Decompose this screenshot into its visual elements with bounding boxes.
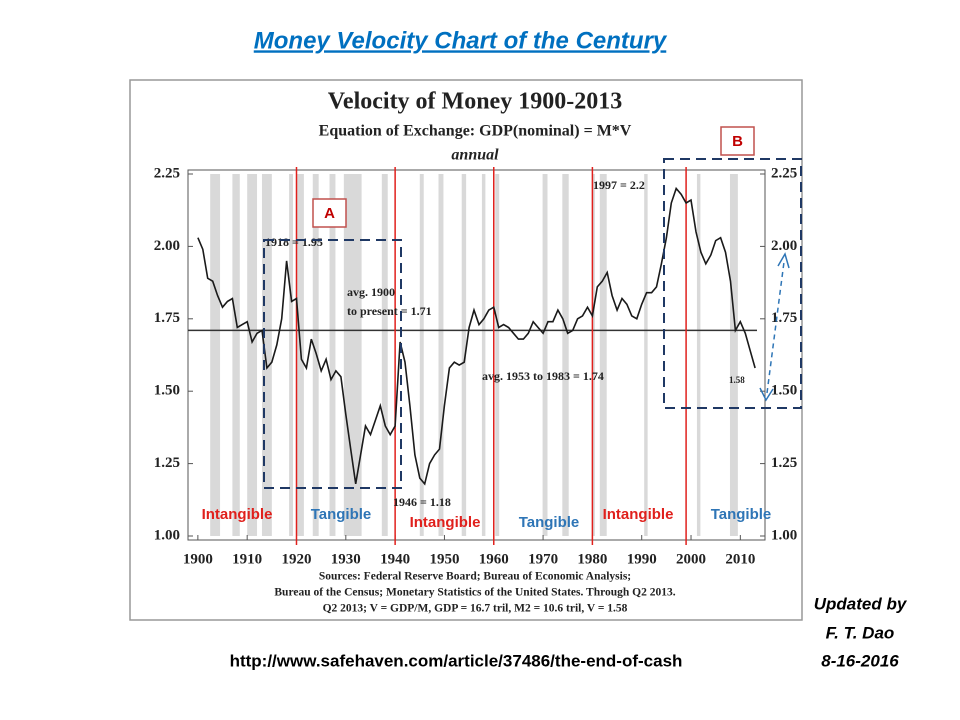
y-tick-label: 1.25: [154, 455, 180, 471]
shaded-period: [296, 174, 304, 536]
annotation: 1.58: [729, 375, 745, 385]
velocity-line: [197, 186, 756, 486]
annotation: to present = 1.71: [347, 304, 432, 318]
shaded-period: [461, 174, 467, 536]
slide-title: Money Velocity Chart of the Century: [254, 27, 668, 54]
x-tick-label: 1910: [232, 551, 262, 567]
annotation: 1946 = 1.18: [393, 495, 451, 509]
x-tick-label: 1960: [479, 551, 509, 567]
arrow-head: [777, 252, 790, 269]
shaded-period: [438, 174, 444, 536]
shaded-period: [592, 174, 595, 536]
x-tick-label: 1980: [577, 551, 607, 567]
shaded-period: [495, 174, 500, 536]
x-tick-label: 2000: [676, 551, 706, 567]
plot: 1.00 1.25 1.50 1.75 2.00 2.25 1.00 1.25 1.50 1.75…: [154, 126, 802, 567]
y-tick-label: 1.50: [154, 383, 180, 399]
regime-label: Intangible: [202, 506, 273, 523]
regime-label: Intangible: [603, 506, 674, 523]
shaded-period: [343, 174, 362, 536]
chart-title: Velocity of Money 1900-2013: [328, 89, 622, 115]
box-label-frame: [312, 198, 347, 228]
shaded-period: [729, 174, 738, 536]
y2-tick-label: 1.50: [771, 383, 797, 399]
y2-tick-label: 1.00: [771, 527, 797, 543]
box-label: B: [732, 133, 743, 150]
regime-label: Intangible: [410, 514, 481, 531]
shaded-period: [481, 174, 486, 536]
credit: 8-16-2016: [821, 651, 899, 670]
shaded-period: [419, 174, 424, 536]
box-label-frame: [720, 126, 755, 156]
x-tick-label: 1990: [627, 551, 657, 567]
x-tick-label: 1930: [331, 551, 361, 567]
trend-arrow: [766, 261, 785, 394]
x-tick-label: 2010: [725, 551, 755, 567]
shaded-period: [210, 174, 221, 536]
highlight-box: [263, 239, 402, 489]
chart-note: annual: [451, 147, 499, 164]
x-tick-label: 1920: [281, 551, 311, 567]
credit: F. T. Dao: [826, 623, 895, 642]
y2-tick-label: 2.00: [771, 238, 797, 254]
x-tick-label: 1940: [380, 551, 410, 567]
regime-label: Tangible: [311, 506, 372, 523]
plot-frame: [187, 169, 766, 541]
regime-label: Tangible: [519, 514, 580, 531]
shaded-period: [696, 174, 701, 536]
shaded-period: [644, 174, 648, 536]
y-tick-label: 2.00: [154, 238, 180, 254]
shaded-period: [232, 174, 240, 536]
shaded-period: [562, 174, 569, 536]
shaded-period: [381, 174, 388, 536]
shaded-period: [289, 174, 294, 536]
chart-subtitle: Equation of Exchange: GDP(nominal) = M*V: [319, 123, 632, 140]
y2-tick-label: 2.25: [771, 165, 797, 181]
source-line: Bureau of the Census; Monetary Statistic…: [274, 587, 675, 599]
shaded-period: [599, 174, 607, 536]
arrow-head: [759, 387, 774, 402]
source-url: http://www.safehaven.com/article/37486/t…: [230, 651, 683, 670]
shaded-period: [247, 174, 258, 536]
annotation: 1918 = 1.95: [265, 235, 323, 249]
y-tick-label: 1.00: [154, 527, 180, 543]
annotation: avg. 1953 to 1983 = 1.74: [482, 369, 604, 383]
highlight-box: [663, 158, 802, 409]
shaded-period: [329, 174, 336, 536]
annotation: 1997 = 2.2: [593, 178, 645, 192]
y-tick-label: 2.25: [154, 165, 180, 181]
x-tick-label: 1950: [429, 551, 459, 567]
x-tick-label: 1970: [528, 551, 558, 567]
credit: Updated by: [814, 594, 908, 613]
y-tick-label: 1.75: [154, 310, 180, 326]
shaded-period: [312, 174, 319, 536]
y2-tick-label: 1.75: [771, 310, 797, 326]
shaded-period: [261, 174, 272, 536]
source-line: Sources: Federal Reserve Board; Bureau o…: [319, 571, 631, 583]
regime-label: Tangible: [711, 506, 772, 523]
shaded-period: [542, 174, 548, 536]
y2-tick-label: 1.25: [771, 455, 797, 471]
source-line: Q2 2013; V = GDP/M, GDP = 16.7 tril, M2 …: [323, 603, 628, 615]
x-tick-label: 1900: [183, 551, 213, 567]
box-label: A: [324, 205, 335, 222]
annotation: avg. 1900: [347, 285, 395, 299]
